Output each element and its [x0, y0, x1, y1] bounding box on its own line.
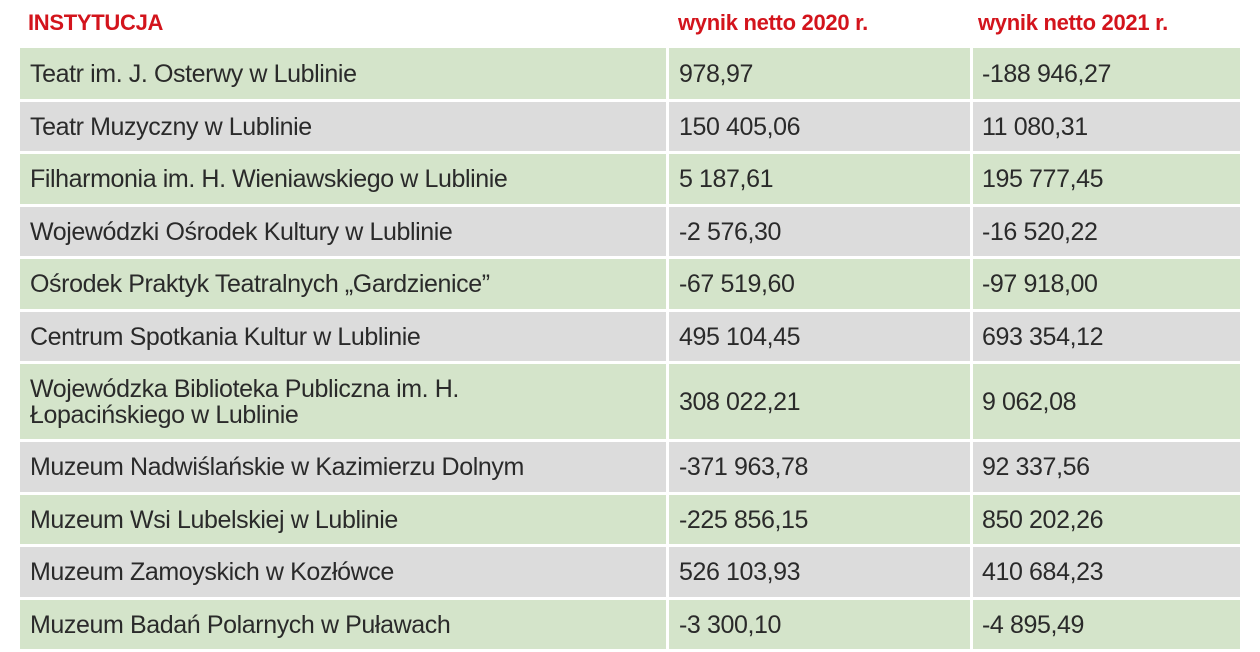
net-2020-value: 978,97: [669, 48, 970, 99]
table-row: Ośrodek Praktyk Teatralnych „Gardzienice…: [20, 256, 1240, 309]
table-row: Wojewódzka Biblioteka Publiczna im. H. Ł…: [20, 361, 1240, 439]
header-institution: INSTYTUCJA: [28, 9, 164, 35]
net-2020-value: -2 576,30: [669, 207, 970, 256]
net-2021-value: -188 946,27: [973, 48, 1240, 99]
net-2021-value: -4 895,49: [973, 600, 1240, 649]
net-2021-value: 693 354,12: [973, 312, 1240, 361]
net-2020-value: 5 187,61: [669, 154, 970, 204]
net-2020-value: 308 022,21: [669, 364, 970, 439]
institution-name: Wojewódzki Ośrodek Kultury w Lublinie: [20, 207, 666, 256]
net-2021-value: 92 337,56: [973, 442, 1240, 492]
net-2020-value: 150 405,06: [669, 102, 970, 151]
header-net-2021: wynik netto 2021 r.: [978, 9, 1168, 35]
net-2020-value: -67 519,60: [669, 259, 970, 309]
net-2020-value: -371 963,78: [669, 442, 970, 492]
institution-name: Muzeum Zamoyskich w Kozłówce: [20, 547, 666, 597]
institution-name: Muzeum Badań Polarnych w Puławach: [20, 600, 666, 649]
table-row: Muzeum Badań Polarnych w Puławach -3 300…: [20, 597, 1240, 649]
institution-name: Muzeum Nadwiślańskie w Kazimierzu Dolnym: [20, 442, 666, 492]
table-row: Muzeum Zamoyskich w Kozłówce 526 103,93 …: [20, 544, 1240, 597]
net-2021-value: 410 684,23: [973, 547, 1240, 597]
net-2020-value: 526 103,93: [669, 547, 970, 597]
net-2021-value: 11 080,31: [973, 102, 1240, 151]
table-row: Centrum Spotkania Kultur w Lublinie 495 …: [20, 309, 1240, 361]
table-row: Teatr Muzyczny w Lublinie 150 405,06 11 …: [20, 99, 1240, 151]
net-2021-value: -97 918,00: [973, 259, 1240, 309]
table-row: Filharmonia im. H. Wieniawskiego w Lubli…: [20, 151, 1240, 204]
institution-name: Wojewódzka Biblioteka Publiczna im. H. Ł…: [20, 364, 666, 439]
institution-name: Teatr im. J. Osterwy w Lublinie: [20, 48, 666, 99]
institution-name: Centrum Spotkania Kultur w Lublinie: [20, 312, 666, 361]
results-table: INSTYTUCJA wynik netto 2020 r. wynik net…: [20, 0, 1240, 649]
net-2020-value: -225 856,15: [669, 495, 970, 544]
net-2020-value: 495 104,45: [669, 312, 970, 361]
table-row: Teatr im. J. Osterwy w Lublinie 978,97 -…: [20, 45, 1240, 99]
net-2021-value: -16 520,22: [973, 207, 1240, 256]
table-header-row: INSTYTUCJA wynik netto 2020 r. wynik net…: [20, 0, 1240, 45]
institution-name: Teatr Muzyczny w Lublinie: [20, 102, 666, 151]
net-2021-value: 195 777,45: [973, 154, 1240, 204]
net-2021-value: 850 202,26: [973, 495, 1240, 544]
institution-name: Ośrodek Praktyk Teatralnych „Gardzienice…: [20, 259, 666, 309]
header-net-2020: wynik netto 2020 r.: [678, 9, 868, 35]
net-2021-value: 9 062,08: [973, 364, 1240, 439]
net-2020-value: -3 300,10: [669, 600, 970, 649]
table-row: Muzeum Nadwiślańskie w Kazimierzu Dolnym…: [20, 439, 1240, 492]
institution-name: Filharmonia im. H. Wieniawskiego w Lubli…: [20, 154, 666, 204]
table-row: Wojewódzki Ośrodek Kultury w Lublinie -2…: [20, 204, 1240, 256]
table-row: Muzeum Wsi Lubelskiej w Lublinie -225 85…: [20, 492, 1240, 544]
institution-name: Muzeum Wsi Lubelskiej w Lublinie: [20, 495, 666, 544]
